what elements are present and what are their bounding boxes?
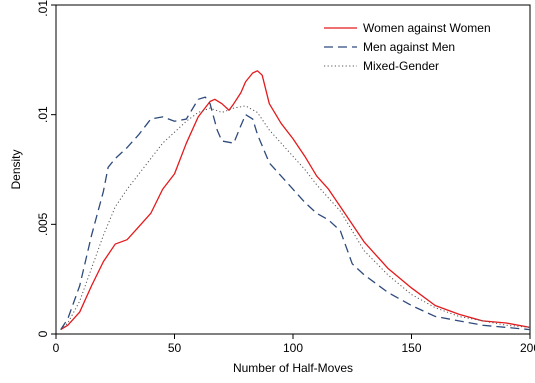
axes: 0 50 100 150 200 0 .005 .01 .015 [36, 0, 535, 355]
y-tick-label: 0 [36, 330, 50, 337]
y-tick-label: .01 [36, 106, 50, 123]
y-axis-title: Density [9, 149, 23, 189]
x-tick-label: 50 [168, 341, 182, 355]
series-lines [60, 70, 531, 331]
y-tick-label: .015 [36, 0, 50, 17]
legend-label-2: Men against Men [363, 40, 455, 54]
series-line-1 [60, 70, 531, 331]
x-tick-label: 100 [283, 341, 303, 355]
x-tick-label: 0 [53, 341, 60, 355]
x-tick-label: 200 [520, 341, 535, 355]
series-line-3 [60, 105, 531, 330]
x-tick-label: 150 [401, 341, 421, 355]
series-line-2 [60, 96, 531, 331]
x-axis-title: Number of Half-Moves [233, 361, 353, 375]
y-tick-label: .005 [36, 212, 50, 236]
legend-label-1: Women against Women [363, 21, 491, 35]
legend-label-3: Mixed-Gender [363, 59, 439, 73]
legend: Women against Women Men against Men Mixed-… [324, 21, 491, 73]
